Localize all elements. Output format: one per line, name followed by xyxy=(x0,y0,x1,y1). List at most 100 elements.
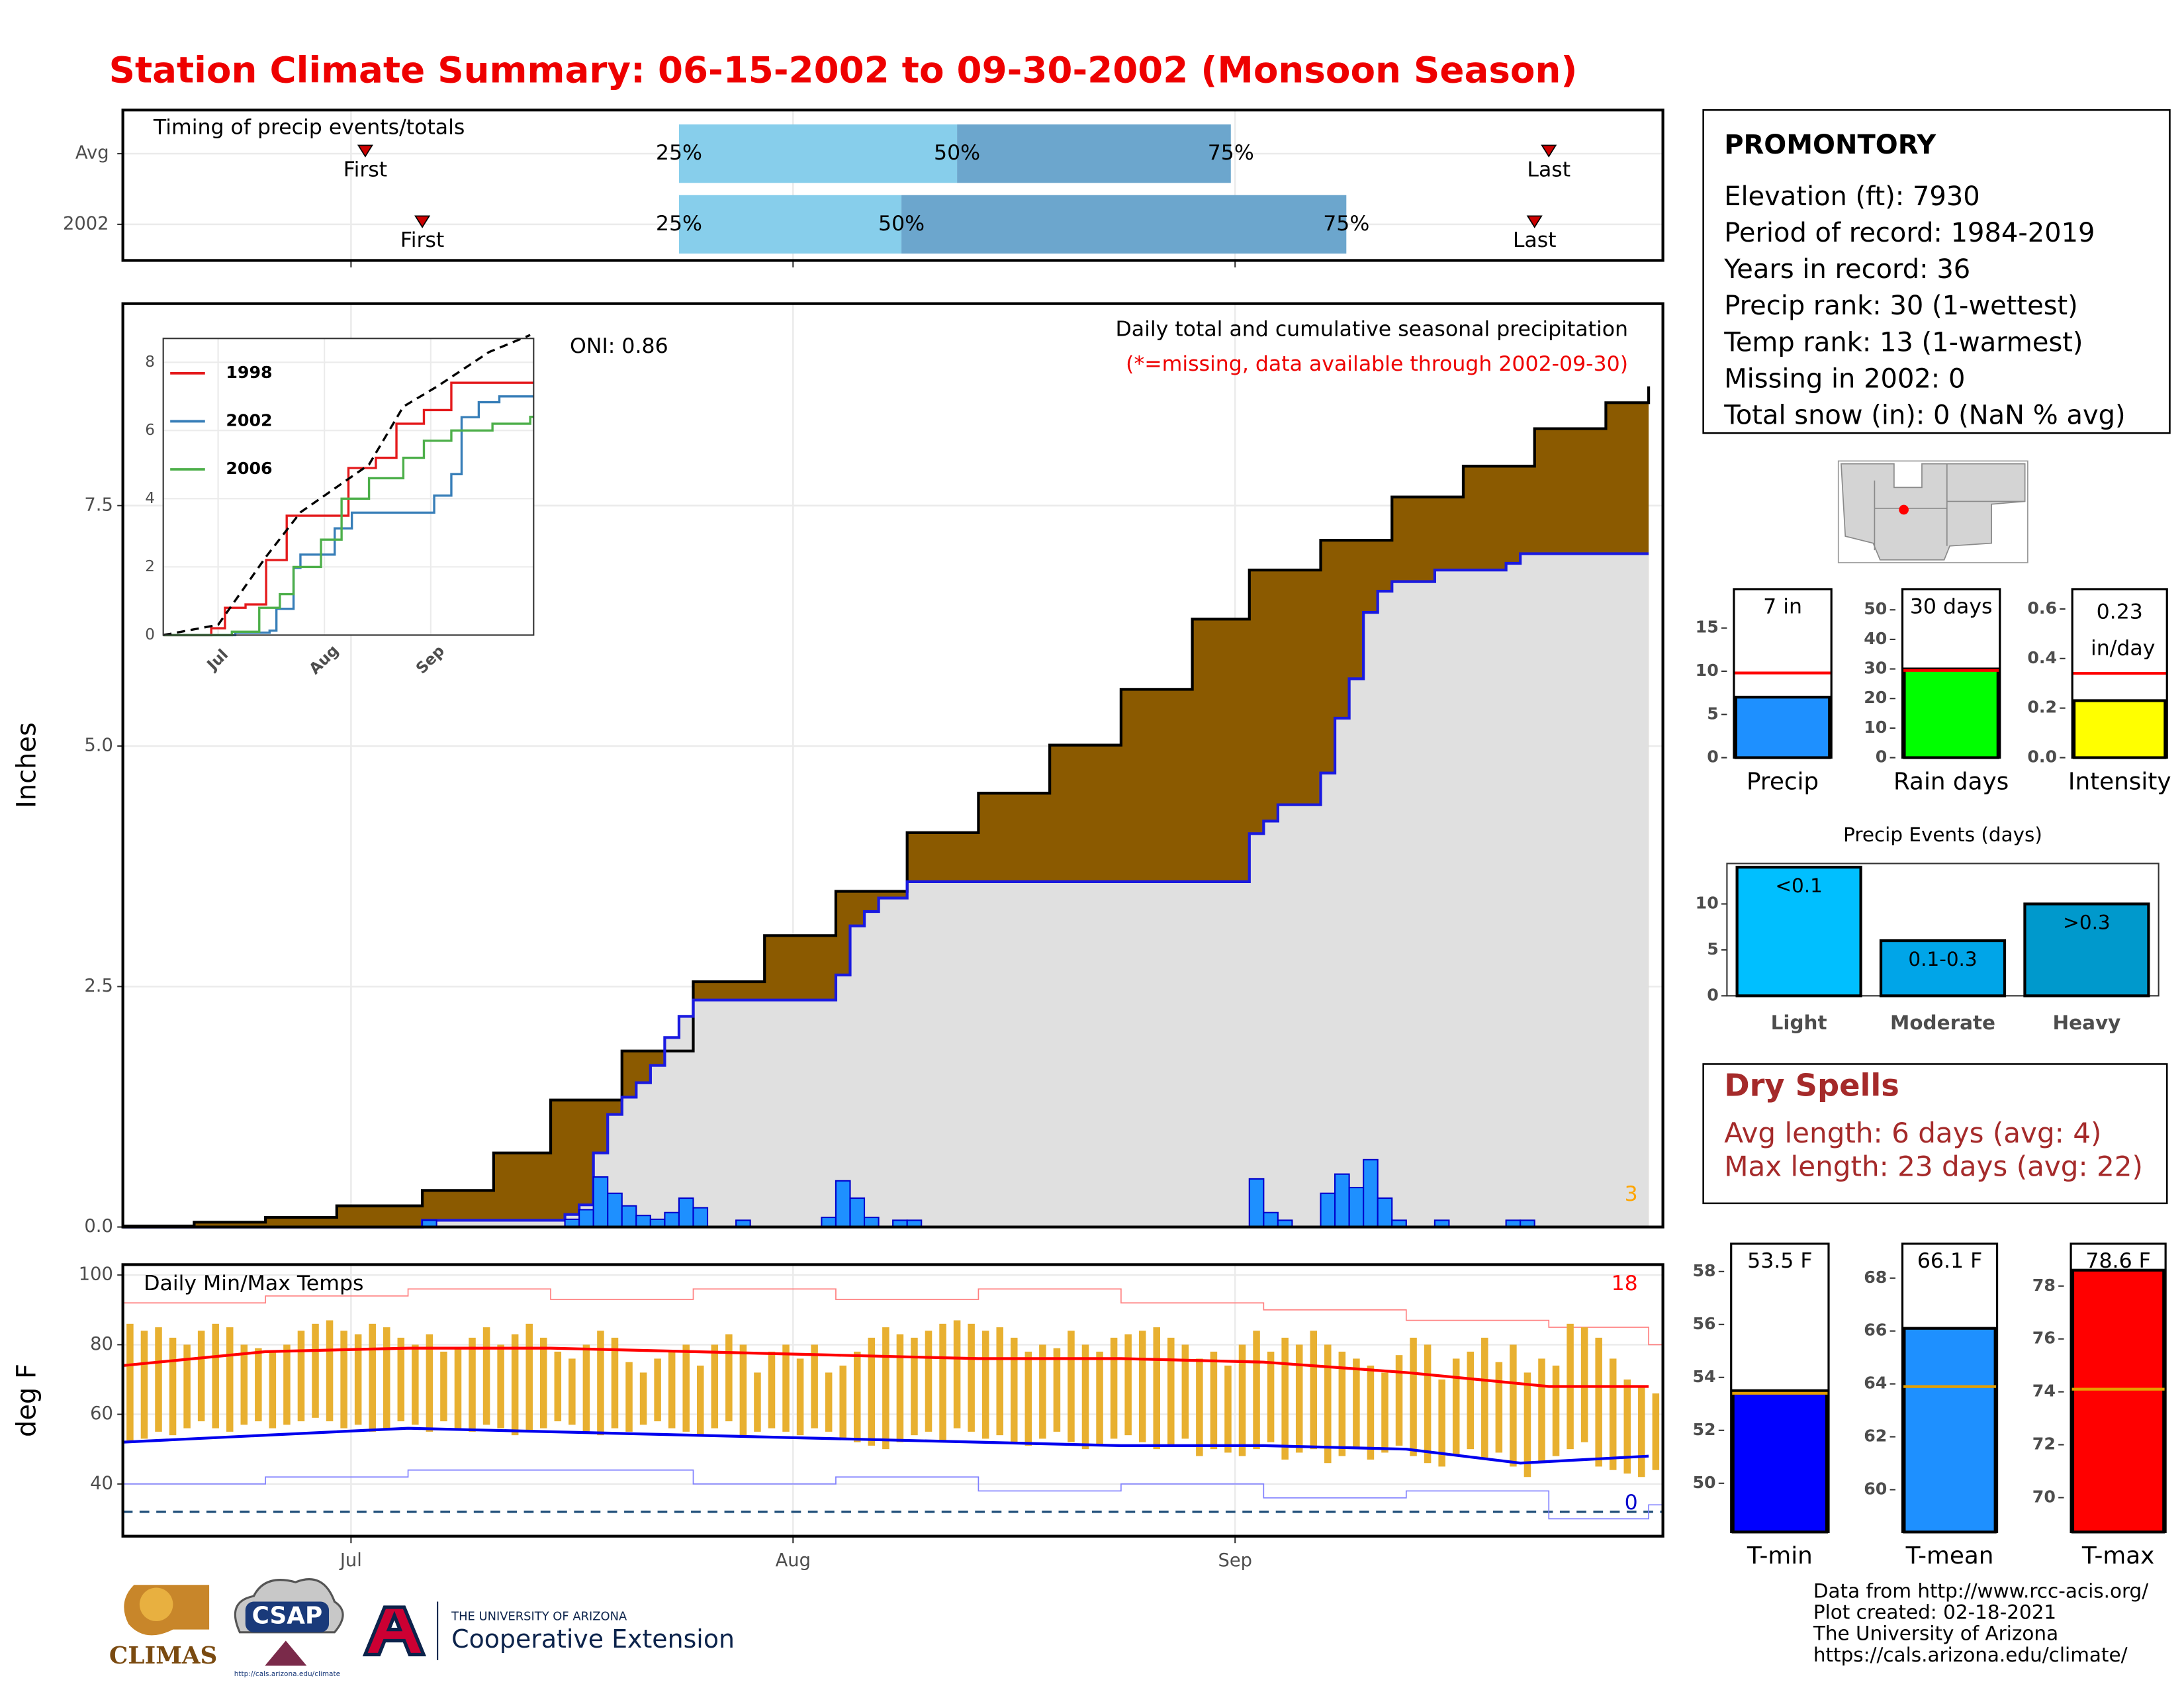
panel-border xyxy=(2071,588,2168,759)
daily-temp-range xyxy=(511,1334,519,1436)
daily-precip-bar xyxy=(1377,1197,1393,1228)
y-tick-label: 78 xyxy=(2032,1276,2056,1295)
daily-precip-bar xyxy=(635,1215,651,1228)
cumulative-line xyxy=(122,386,1651,1228)
daily-temp-range xyxy=(782,1344,790,1432)
quartile-label: 50% xyxy=(934,141,980,165)
daily-temp-range xyxy=(911,1337,918,1436)
y-tick-label: 5.0 xyxy=(84,735,113,756)
y-tick-label: 76 xyxy=(2032,1329,2056,1348)
daily-temp-range xyxy=(1295,1344,1303,1453)
daily-temp-range xyxy=(1595,1337,1602,1467)
station-line: Period of record: 1984-2019 xyxy=(1724,218,2095,248)
y-tick-label: 80 xyxy=(90,1334,113,1354)
daily-temp-range xyxy=(226,1327,234,1432)
bar-panel: 0 5 10 15 Precip 7 in xyxy=(1696,588,1833,795)
daily-temp-range xyxy=(1181,1344,1189,1439)
daily-precip-bar xyxy=(849,1197,866,1228)
season-line xyxy=(163,381,534,637)
x-axis-label: Precip xyxy=(1747,768,1819,795)
station-line: Years in record: 36 xyxy=(1723,254,1970,285)
daily-temp-range xyxy=(469,1337,476,1432)
panel-border xyxy=(2070,1243,2167,1533)
daily-precip-bar xyxy=(1334,1173,1350,1228)
x-axis-label: T-mean xyxy=(1905,1542,1994,1570)
daily-precip-bar xyxy=(607,1192,623,1228)
station-line: Temp rank: 13 (1-warmest) xyxy=(1723,327,2083,357)
daily-precip-bar xyxy=(692,1207,709,1228)
daily-temp-range xyxy=(739,1344,747,1436)
x-axis-label: T-max xyxy=(2081,1542,2154,1570)
dry-spells-box xyxy=(1702,1063,2168,1205)
annotation: 18 xyxy=(1612,1272,1638,1295)
daily-temp-range xyxy=(981,1331,989,1439)
daily-temp-range xyxy=(354,1334,362,1425)
bar xyxy=(2023,902,2150,998)
y-tick-label: 0.0 xyxy=(2027,747,2057,767)
daily-temp-range xyxy=(1024,1351,1032,1446)
event-marker xyxy=(414,215,431,228)
daily-temp-range xyxy=(1580,1327,1588,1442)
daily-temp-range xyxy=(340,1331,347,1429)
y-tick-label: 52 xyxy=(1692,1420,1715,1439)
dry-spell-line: Avg length: 6 days (avg: 4) xyxy=(1724,1117,2101,1149)
x-tick-label: Aug xyxy=(776,1550,811,1571)
daily-precip-bar xyxy=(1248,1178,1265,1228)
legend-label: 2006 xyxy=(226,459,272,478)
daily-temp-range xyxy=(882,1327,889,1450)
x-axis-label: T-min xyxy=(1747,1542,1813,1570)
y-tick-label: 40 xyxy=(90,1473,113,1493)
y-tick-label: 4 xyxy=(145,490,155,507)
daily-temp-range xyxy=(1011,1337,1018,1442)
y-tick-label: 54 xyxy=(1692,1367,1715,1386)
daily-temp-range xyxy=(925,1331,933,1432)
bar-label: >0.3 xyxy=(2063,911,2110,933)
cumulative-line xyxy=(122,552,1649,1229)
daily-temp-range xyxy=(426,1334,433,1432)
daily-precip-bar xyxy=(664,1211,680,1228)
daily-temp-range xyxy=(1652,1393,1660,1470)
daily-temp-range xyxy=(369,1323,376,1432)
y-tick-label: 50 xyxy=(1692,1473,1715,1492)
daily-temp-range xyxy=(1338,1351,1346,1456)
daily-temp-range xyxy=(1424,1344,1432,1464)
daily-temp-range xyxy=(183,1344,191,1429)
daily-precip-bar xyxy=(1363,1158,1379,1228)
y-tick-label: 5 xyxy=(1707,939,1719,959)
x-tick-label: Light xyxy=(1771,1011,1827,1034)
daily-temp-range xyxy=(725,1334,733,1422)
daily-temp-range xyxy=(1167,1337,1175,1446)
daily-temp-range xyxy=(697,1365,704,1436)
station-line: Total snow (in): 0 (NaN % avg) xyxy=(1723,400,2125,431)
daily-temp-range xyxy=(1124,1334,1132,1436)
event-marker xyxy=(1526,215,1543,228)
y-tick-label: 8 xyxy=(145,353,155,371)
daily-temp-range xyxy=(1353,1358,1360,1450)
station-box xyxy=(1702,109,2171,434)
bar xyxy=(2071,1268,2165,1534)
event-marker xyxy=(1541,144,1557,158)
bar-label: 0.1-0.3 xyxy=(1908,948,1977,970)
bar xyxy=(1903,1327,1997,1534)
logo-extension: Cooperative Extension xyxy=(451,1624,735,1654)
panel-border xyxy=(121,1263,1664,1538)
quartile-label: 50% xyxy=(878,212,925,236)
average-line xyxy=(122,1427,1649,1465)
daily-temp-range xyxy=(1452,1358,1460,1456)
y-tick-label: 2.5 xyxy=(84,976,113,996)
locator-map xyxy=(1837,460,2028,563)
bar xyxy=(1879,939,2007,998)
daily-precip-bar xyxy=(835,1180,851,1228)
bar-panel: 0.0 0.2 0.4 0.6 Intensity 0.23 in/day xyxy=(2027,588,2171,795)
daily-temp-range xyxy=(953,1320,961,1429)
daily-precip-bar xyxy=(592,1176,609,1228)
y-tick-label: 15 xyxy=(1696,618,1719,637)
y-tick-label: 30 xyxy=(1864,659,1887,678)
daily-temp-range xyxy=(1238,1344,1246,1456)
record-line xyxy=(122,1288,1663,1346)
bar xyxy=(2072,699,2167,759)
row-label: 2002 xyxy=(63,213,109,234)
dry-spells-lines: Avg length: 6 days (avg: 4)Max length: 2… xyxy=(1724,1117,2143,1182)
daily-temp-range xyxy=(397,1337,405,1422)
daily-temp-range xyxy=(711,1344,719,1429)
